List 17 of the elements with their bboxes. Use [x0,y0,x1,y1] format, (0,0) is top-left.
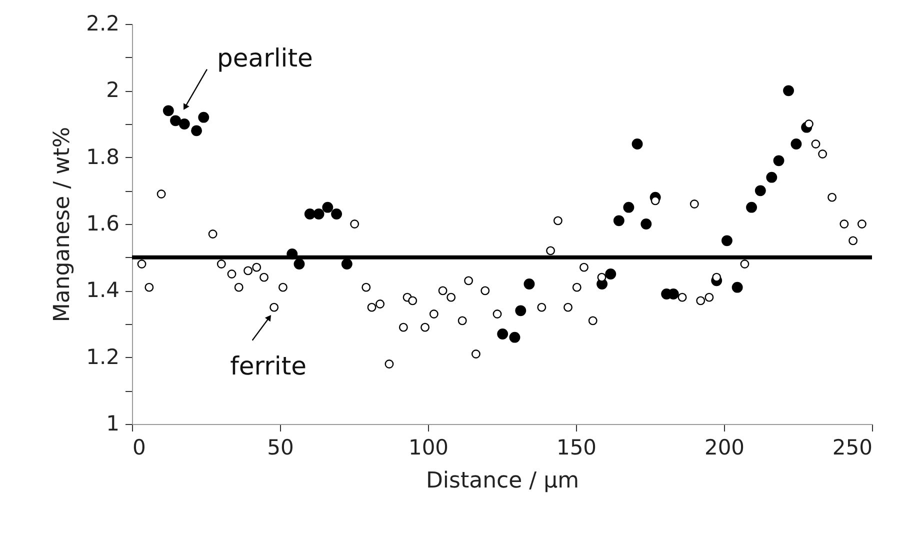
x-tick-label: 50 [267,436,294,460]
annotation: ferrite [230,351,307,380]
y-tick-label: 2.2 [86,12,120,36]
x-axis-title: Distance / μm [426,468,580,494]
y-tick-label: 1 [106,412,120,436]
y-tick-label: 1.8 [86,144,120,169]
x-tick-label: 200 [704,436,745,460]
x-tick-label: 250 [832,436,872,460]
y-tick-label: 2 [106,78,120,102]
y-tick-label: 1.6 [86,212,120,236]
y-axis-title: Manganese / wt% [50,126,76,322]
y-tick-label: 1.2 [86,344,120,369]
x-tick-label: 0 [132,436,146,460]
x-tick-label: 150 [556,436,597,460]
x-tick-label: 100 [408,436,449,460]
y-tick-label: 1.4 [86,278,120,302]
annotation: pearlite [217,43,313,72]
